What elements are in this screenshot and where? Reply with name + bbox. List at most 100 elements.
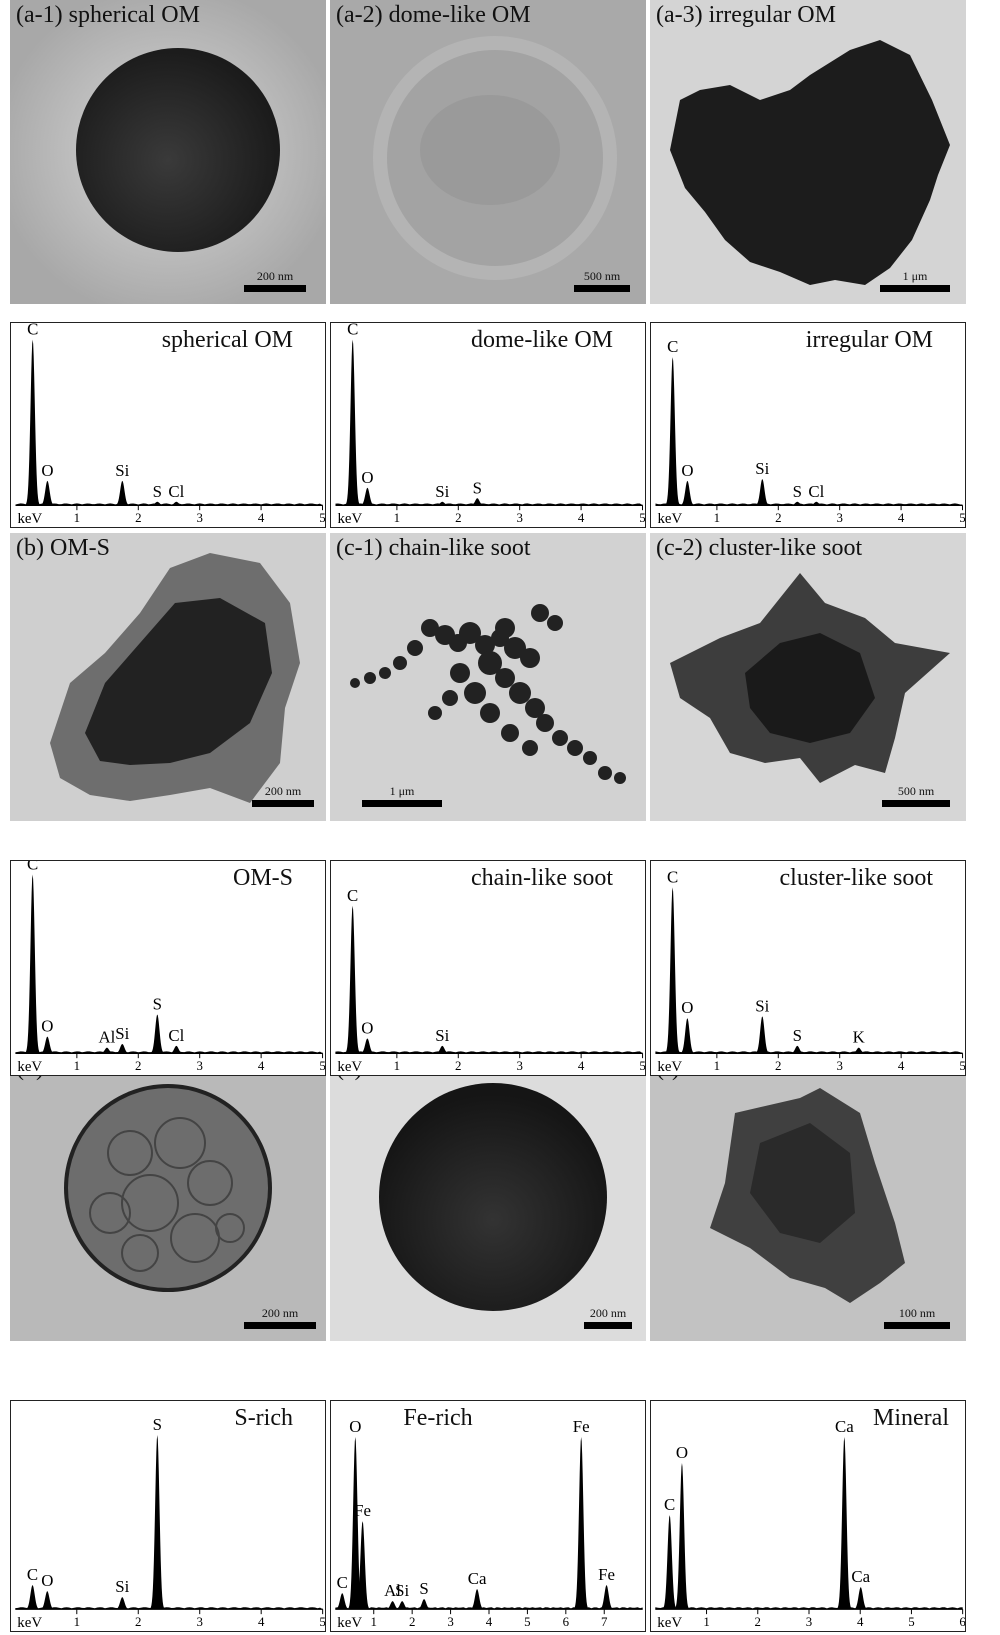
spectrum-peak-s	[470, 498, 485, 506]
x-tick-label: 4	[857, 1615, 864, 1629]
particle-image	[330, 1053, 646, 1341]
peak-label-s: S	[153, 482, 162, 501]
soot-aggregate	[350, 604, 626, 784]
spectrum-peak-o	[40, 480, 55, 506]
particle-image	[650, 1053, 966, 1341]
tem-image-spherical-om: (a-1) spherical OM 200 nm	[10, 0, 326, 304]
x-tick-label: 1	[394, 1059, 400, 1073]
spectrum-peak-c	[335, 1593, 350, 1610]
spectrum-title: chain-like soot	[471, 865, 613, 891]
peak-label-cl: Cl	[168, 1026, 184, 1045]
scale-bar: 200 nm	[244, 269, 306, 292]
spectrum-peak-si	[395, 1601, 410, 1610]
spectrum-peak-si	[435, 1045, 450, 1054]
peak-label-o: O	[349, 1417, 361, 1436]
spectrum-peak-s	[150, 1014, 165, 1054]
x-tick-label: 1	[74, 1615, 80, 1629]
spectrum-peak-si	[115, 480, 130, 506]
spectrum-peak-c	[665, 357, 680, 506]
x-tick-label: 5	[959, 511, 965, 525]
peak-label-al: Al	[384, 1581, 401, 1600]
spectrum-plot: COSiSkeV12345	[15, 1415, 325, 1631]
x-tick-label: 5	[524, 1615, 530, 1629]
spectrum-peak-fe	[599, 1585, 614, 1610]
peak-label-s: S	[419, 1579, 428, 1598]
peak-label-si: Si	[395, 1581, 409, 1600]
x-tick-label: 2	[455, 1059, 461, 1073]
spectrum-peak-ca	[837, 1436, 852, 1610]
spherical-particle	[76, 48, 280, 252]
x-tick-label: 3	[447, 1615, 453, 1629]
peak-label-si: Si	[755, 996, 769, 1015]
spectrum-peak-o	[360, 1038, 375, 1054]
scale-bar-label: 200 nm	[589, 1306, 627, 1320]
x-tick-label: 4	[258, 1059, 265, 1073]
peak-label-c: C	[27, 323, 38, 339]
x-tick-label: 1	[703, 1615, 709, 1629]
peak-label-si: Si	[115, 461, 129, 480]
x-tick-label: 1	[394, 511, 400, 525]
spectrum-title: Mineral	[873, 1405, 949, 1431]
spectrum-peak-si	[115, 1597, 130, 1610]
tem-image-fe-rich: (e) Fe-rich 200 nm	[330, 1053, 646, 1341]
x-tick-label: 3	[836, 1059, 842, 1073]
x-tick-label: 3	[197, 1615, 203, 1629]
spectrum-background	[655, 1607, 963, 1610]
spectrum-peak-si	[755, 479, 770, 506]
spectrum-background	[335, 1051, 643, 1054]
spectrum-peak-fe	[355, 1521, 370, 1610]
x-tick-label: 1	[74, 1059, 80, 1073]
x-tick-label: 4	[486, 1615, 493, 1629]
s-rich-particle	[64, 1084, 272, 1292]
x-tick-label: 2	[409, 1615, 415, 1629]
spectrum-background	[15, 1607, 323, 1610]
x-tick-label: 5	[639, 511, 645, 525]
tem-image-dome-like-om: (a-2) dome-like OM 500 nm	[330, 0, 646, 304]
spectrum-peak-cl	[169, 1045, 184, 1054]
scale-bar: 1 μm	[362, 784, 442, 807]
scale-bar-label: 200 nm	[256, 269, 294, 283]
spectrum-peak-o	[675, 1463, 689, 1610]
spectrum-title: OM-S	[232, 865, 293, 891]
tem-image-mineral: (f) Mineral 100 nm	[650, 1053, 966, 1341]
peak-label-si: Si	[115, 1577, 129, 1596]
panel-label: (a-3) irregular OM	[656, 2, 836, 28]
spectrum-background	[15, 1051, 323, 1054]
x-tick-label: 3	[806, 1615, 812, 1629]
spectrum-peak-o	[40, 1036, 55, 1054]
x-tick-label: 2	[135, 511, 141, 525]
x-tick-label: 1	[714, 511, 720, 525]
peak-label-o: O	[361, 1019, 373, 1038]
panel-label: (c-1) chain-like soot	[336, 535, 531, 561]
spectrum-peak-fe	[574, 1436, 589, 1610]
scale-bar: 500 nm	[574, 269, 630, 292]
x-axis-unit-label: keV	[17, 511, 42, 527]
irregular-particle	[670, 40, 950, 285]
spectrum-title: cluster-like soot	[779, 865, 933, 891]
eds-spectrum-fe-rich: C O Fe Al Si S Ca Fe Fe keV 1 2 3 4 5 6 7 Fe-rich	[330, 1400, 646, 1632]
scale-bar-label: 500 nm	[583, 269, 621, 283]
x-tick-label: 4	[898, 511, 905, 525]
peak-label-o: O	[681, 461, 693, 480]
peak-label-cl: Cl	[808, 482, 824, 501]
peak-label-ca: Ca	[468, 1569, 487, 1588]
peak-label-c: C	[347, 886, 358, 905]
spectrum-plot: COSiSkeV12345	[335, 323, 645, 527]
eds-spectrum-irregular-om: C O Si S Cl keV 1 2 3 4 5 irregular OM	[650, 322, 966, 528]
peak-label-c: C	[667, 337, 678, 356]
spectrum-peak-s	[790, 1045, 805, 1054]
spectrum-title: Fe-rich	[403, 1405, 473, 1431]
peak-label-al: Al	[99, 1028, 116, 1047]
peak-label-c: C	[667, 867, 678, 886]
spectrum-background	[335, 503, 643, 506]
x-axis-unit-label: keV	[337, 1059, 362, 1075]
x-axis-unit-label: keV	[337, 511, 362, 527]
x-tick-label: 3	[836, 511, 842, 525]
x-axis-unit-label: keV	[17, 1615, 42, 1631]
scale-bar: 200 nm	[584, 1306, 632, 1329]
x-axis-unit-label: keV	[337, 1615, 362, 1631]
x-tick-label: 5	[319, 511, 325, 525]
